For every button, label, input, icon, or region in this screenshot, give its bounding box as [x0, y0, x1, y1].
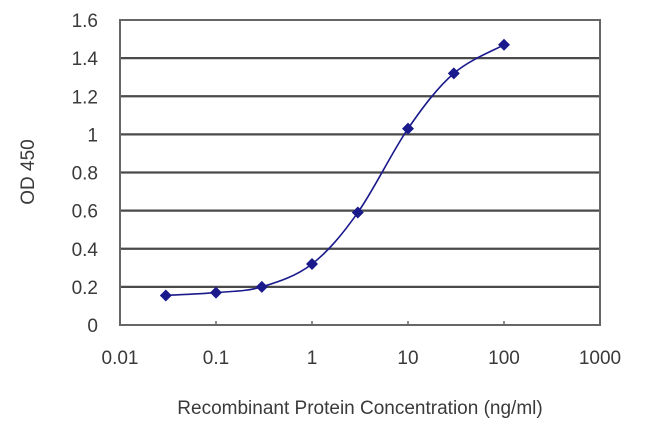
y-axis-tick-labels: 0 0.2 0.4 0.6 0.8 1 1.2 1.4 1.6: [72, 11, 99, 337]
data-point-marker: [255, 280, 268, 293]
y-axis-title: OD 450: [18, 139, 39, 204]
data-point-marker: [447, 67, 460, 80]
data-point-marker: [498, 38, 510, 51]
x-axis-title: Recombinant Protein Concentration (ng/ml…: [177, 398, 542, 419]
y-tick-label: 0.4: [72, 240, 99, 261]
data-point-marker: [351, 206, 364, 219]
x-tick-label: 10: [397, 348, 418, 369]
data-point-marker: [402, 122, 414, 135]
x-tick-label: 0.1: [203, 348, 229, 369]
y-tick-label: 1: [87, 125, 98, 146]
y-tick-label: 1.2: [72, 87, 98, 108]
y-tick-label: 0.6: [72, 202, 98, 223]
y-tick-label: 1.4: [72, 49, 99, 70]
x-tick-label: 1000: [579, 348, 621, 369]
series-markers: [159, 38, 510, 302]
y-tick-label: 0.8: [72, 164, 98, 185]
data-point-marker: [306, 258, 318, 270]
y-tick-label: 1.6: [72, 11, 98, 32]
series-line: [165, 44, 505, 297]
x-tick-label: 0.01: [102, 348, 139, 369]
plot-area: [119, 19, 601, 326]
x-tick-label: 1: [307, 348, 318, 369]
y-tick-label: 0.2: [72, 278, 98, 299]
gridlines: [120, 57, 600, 288]
x-tick-label: 100: [488, 348, 520, 369]
data-point-marker: [210, 286, 222, 299]
data-point-marker: [159, 289, 172, 302]
x-axis-ticks: [119, 321, 601, 325]
y-tick-label: 0: [87, 316, 98, 337]
x-axis-tick-labels: 0.01 0.1 1 10 100 1000: [102, 348, 622, 369]
